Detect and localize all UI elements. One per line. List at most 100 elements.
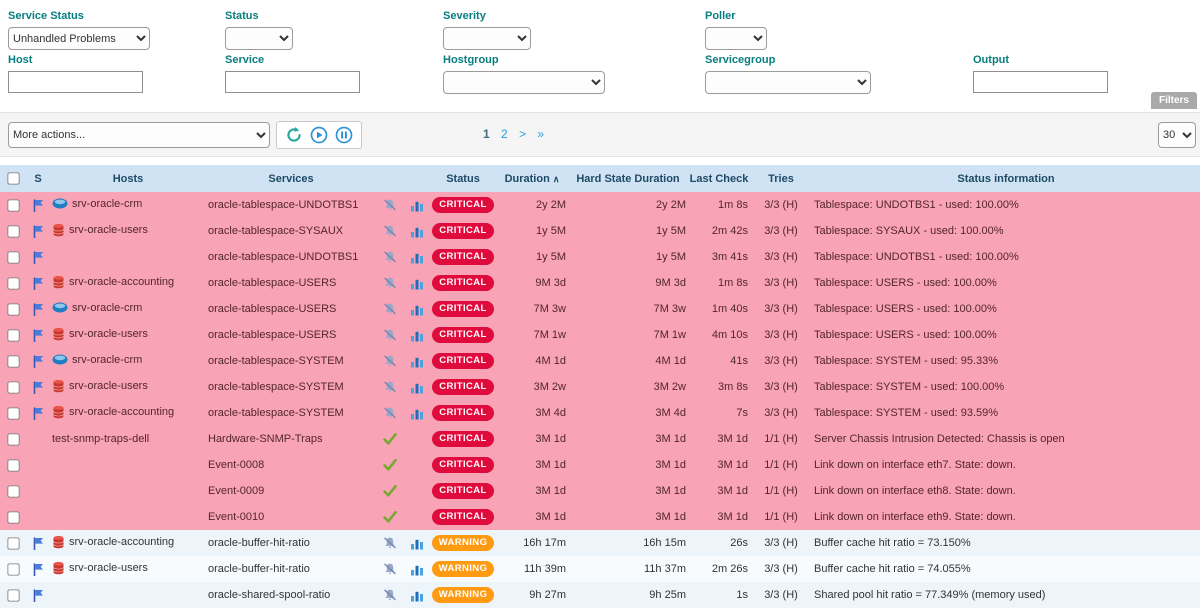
checkbox-cell	[0, 270, 26, 296]
hard-state-duration-cell: 7M 1w	[653, 329, 686, 341]
select-all-checkbox[interactable]	[6, 172, 20, 185]
flag-icon	[33, 276, 44, 290]
host-link[interactable]: srv-oracle-crm	[72, 197, 143, 210]
host-link[interactable]: srv-oracle-users	[69, 561, 148, 574]
service-cell: oracle-tablespace-SYSTEM	[206, 374, 376, 400]
bell-slash-icon	[383, 302, 397, 316]
service-link[interactable]: oracle-tablespace-SYSTEM	[208, 381, 344, 393]
host-link[interactable]: srv-oracle-crm	[72, 353, 143, 366]
service-status-select[interactable]: Unhandled Problems	[8, 27, 150, 50]
output-label: Output	[973, 54, 1010, 66]
service-link[interactable]: oracle-tablespace-SYSAUX	[208, 225, 344, 237]
service-cell: Hardware-SNMP-Traps	[206, 426, 376, 452]
per-page-select[interactable]: 30	[1158, 122, 1196, 148]
row-checkbox[interactable]	[6, 380, 20, 394]
row-checkbox[interactable]	[6, 458, 20, 472]
host-link[interactable]: test-snmp-traps-dell	[52, 433, 150, 445]
status-cell: CRITICAL	[430, 218, 496, 244]
host-link[interactable]: srv-oracle-users	[69, 223, 148, 236]
host-link[interactable]: srv-oracle-users	[69, 379, 148, 392]
row-checkbox[interactable]	[6, 588, 20, 602]
hostgroup-select[interactable]	[443, 71, 605, 94]
row-checkbox[interactable]	[6, 354, 20, 368]
host-cell	[50, 478, 206, 504]
row-checkbox[interactable]	[6, 562, 20, 576]
row-checkbox[interactable]	[6, 510, 20, 524]
notification-icon-cell	[376, 348, 404, 374]
service-link[interactable]: Event-0008	[208, 459, 265, 471]
service-link[interactable]: oracle-buffer-hit-ratio	[208, 563, 310, 575]
last-check-cell: 2m 26s	[711, 563, 748, 575]
service-link[interactable]: oracle-tablespace-UNDOTBS1	[208, 199, 359, 211]
row-checkbox[interactable]	[6, 536, 20, 550]
status-badge: CRITICAL	[432, 275, 494, 291]
service-link[interactable]: Hardware-SNMP-Traps	[208, 433, 323, 445]
page-number-1[interactable]: 1	[483, 127, 490, 141]
graph-icon-cell	[404, 374, 430, 400]
service-link[interactable]: oracle-tablespace-USERS	[208, 277, 337, 289]
column-header-tries[interactable]: Tries	[750, 165, 812, 192]
status-information-cell: Server Chassis Intrusion Detected: Chass…	[814, 433, 1065, 445]
service-link[interactable]: oracle-tablespace-SYSTEM	[208, 407, 344, 419]
play-icon[interactable]	[310, 126, 328, 144]
graph-icon-cell	[404, 296, 430, 322]
host-link[interactable]: srv-oracle-accounting	[69, 535, 175, 548]
row-checkbox[interactable]	[6, 224, 20, 238]
status-select[interactable]	[225, 27, 293, 50]
service-link[interactable]: oracle-tablespace-SYSTEM	[208, 355, 344, 367]
pause-icon[interactable]	[335, 126, 353, 144]
host-link[interactable]: srv-oracle-accounting	[69, 405, 175, 418]
row-checkbox[interactable]	[6, 484, 20, 498]
tries-cell: 1/1 (H)	[764, 485, 798, 497]
row-checkbox[interactable]	[6, 276, 20, 290]
page-next[interactable]: >	[519, 127, 527, 141]
column-header-hard-state-duration[interactable]: Hard State Duration	[568, 165, 688, 192]
row-checkbox[interactable]	[6, 302, 20, 316]
column-header-services[interactable]: Services	[206, 165, 376, 192]
service-link[interactable]: oracle-tablespace-USERS	[208, 329, 337, 341]
status-badge: WARNING	[432, 535, 494, 551]
servicegroup-select[interactable]	[705, 71, 871, 94]
host-link[interactable]: srv-oracle-accounting	[69, 275, 175, 288]
poller-select[interactable]	[705, 27, 767, 50]
service-link[interactable]: Event-0009	[208, 485, 265, 497]
column-header-hosts[interactable]: Hosts	[50, 165, 206, 192]
status-information-cell: Link down on interface eth7. State: down…	[814, 459, 1016, 471]
host-link[interactable]: srv-oracle-crm	[72, 301, 143, 314]
service-link[interactable]: Event-0010	[208, 511, 265, 523]
service-input[interactable]	[225, 71, 360, 93]
column-header-status[interactable]: Status	[430, 165, 496, 192]
severity-cell	[26, 478, 50, 504]
chart-icon	[410, 251, 424, 264]
service-link[interactable]: oracle-tablespace-UNDOTBS1	[208, 251, 359, 263]
refresh-icon[interactable]	[285, 126, 303, 144]
status-cell: CRITICAL	[430, 348, 496, 374]
service-link[interactable]: oracle-shared-spool-ratio	[208, 589, 331, 601]
notification-icon-cell	[376, 426, 404, 452]
column-header-duration[interactable]: Duration ∧	[496, 165, 568, 192]
row-checkbox[interactable]	[6, 406, 20, 420]
duration-cell: 3M 1d	[535, 459, 566, 471]
page-last[interactable]: »	[537, 127, 545, 141]
filters-button[interactable]: Filters	[1150, 92, 1197, 109]
column-header-status-information[interactable]: Status information	[812, 165, 1200, 192]
host-link[interactable]: srv-oracle-users	[69, 327, 148, 340]
row-checkbox[interactable]	[6, 328, 20, 342]
table-row: srv-oracle-crm oracle-tablespace-USERS CRI…	[0, 296, 1200, 322]
column-header-severity[interactable]: S	[26, 165, 50, 192]
service-link[interactable]: oracle-buffer-hit-ratio	[208, 537, 310, 549]
row-checkbox[interactable]	[6, 432, 20, 446]
severity-select[interactable]	[443, 27, 531, 50]
service-link[interactable]: oracle-tablespace-USERS	[208, 303, 337, 315]
bell-slash-icon	[383, 250, 397, 264]
table-row: srv-oracle-users oracle-tablespace-USERS C…	[0, 322, 1200, 348]
row-checkbox[interactable]	[6, 250, 20, 264]
page-number-2[interactable]: 2	[501, 127, 508, 141]
row-checkbox[interactable]	[6, 198, 20, 212]
status-cell: CRITICAL	[430, 244, 496, 270]
column-header-last-check[interactable]: Last Check	[688, 165, 750, 192]
host-cell: srv-oracle-crm	[50, 296, 206, 322]
more-actions-select[interactable]: More actions...	[8, 122, 270, 148]
host-input[interactable]	[8, 71, 143, 93]
output-input[interactable]	[973, 71, 1108, 93]
